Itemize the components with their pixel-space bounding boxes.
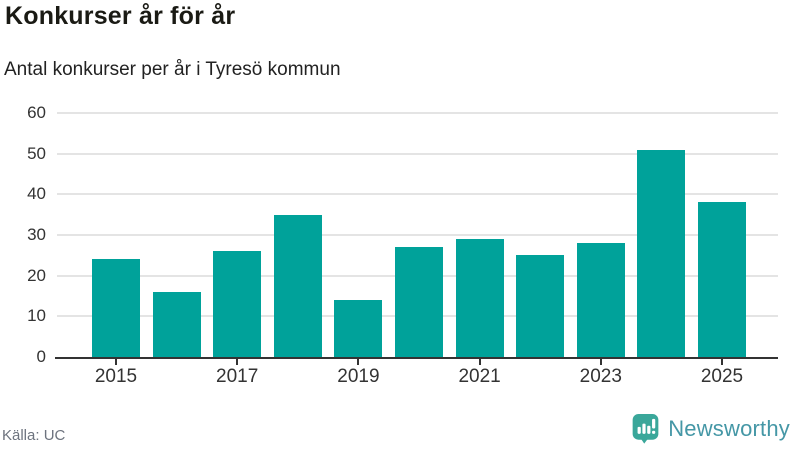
x-axis-line <box>55 357 778 359</box>
bar-2021 <box>455 239 504 357</box>
x-tick-2025 <box>721 359 723 365</box>
gridline-50 <box>57 152 778 155</box>
y-axis-label-30: 30 <box>27 225 46 244</box>
gridline-60 <box>57 112 778 114</box>
x-axis-label-2019: 2019 <box>337 366 380 387</box>
gridline-40 <box>57 193 778 196</box>
x-axis-label-2023: 2023 <box>579 366 622 387</box>
bar-2022 <box>516 255 565 357</box>
bar-2025 <box>698 202 746 357</box>
bar-2015 <box>92 259 140 357</box>
y-axis-label-40: 40 <box>27 184 46 204</box>
y-axis-label-60: 60 <box>27 103 46 122</box>
x-axis-label-2017: 2017 <box>216 366 259 387</box>
bar-2017 <box>213 251 262 357</box>
x-tick-2019 <box>357 359 360 365</box>
bar-2020 <box>395 247 443 357</box>
bar-2023 <box>576 243 625 357</box>
y-axis-label-50: 50 <box>27 143 46 163</box>
chart-title: Konkurser år för år <box>5 2 236 30</box>
gridline-30 <box>57 234 778 236</box>
newsworthy-bubble-chart-icon <box>632 414 659 444</box>
y-axis-label-20: 20 <box>27 265 46 285</box>
bar-2016 <box>152 291 201 357</box>
x-tick-2021 <box>478 359 481 365</box>
x-tick-2015 <box>115 359 117 365</box>
y-axis-label-10: 10 <box>27 306 46 326</box>
chart-subtitle: Antal konkurser per år i Tyresö kommun <box>4 59 341 80</box>
x-axis-label-2025: 2025 <box>700 366 744 387</box>
bar-2024 <box>637 149 686 357</box>
bar-2019 <box>334 300 383 357</box>
x-axis-label-2021: 2021 <box>458 366 501 387</box>
x-axis-label-2015: 2015 <box>94 366 138 387</box>
bar-2018 <box>273 214 322 357</box>
x-tick-2023 <box>599 359 602 365</box>
newsworthy-wordmark: Newsworthy <box>668 416 790 441</box>
newsworthy-logo[interactable]: Newsworthy <box>632 414 790 444</box>
y-axis-label-0: 0 <box>36 347 46 366</box>
source-note: Källa: UC <box>2 427 66 444</box>
x-tick-2017 <box>236 359 239 365</box>
